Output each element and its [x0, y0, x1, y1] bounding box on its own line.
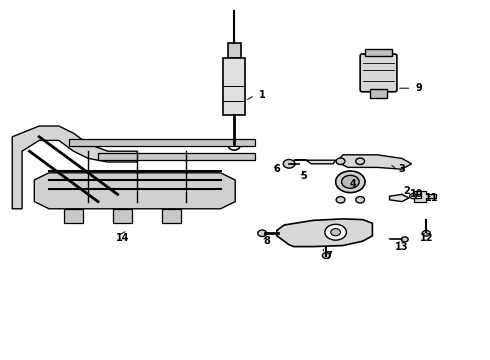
- Circle shape: [258, 230, 267, 237]
- Circle shape: [336, 158, 345, 165]
- Text: 8: 8: [264, 236, 270, 246]
- Polygon shape: [338, 155, 412, 169]
- Text: 5: 5: [300, 171, 307, 181]
- Polygon shape: [34, 173, 235, 209]
- Bar: [223, 58, 245, 115]
- Polygon shape: [277, 219, 372, 247]
- Polygon shape: [390, 194, 409, 202]
- Text: 1: 1: [259, 90, 266, 100]
- Circle shape: [283, 159, 295, 168]
- Text: 9: 9: [416, 83, 422, 93]
- Polygon shape: [64, 209, 83, 223]
- Text: 12: 12: [419, 233, 433, 243]
- Text: 3: 3: [398, 164, 405, 174]
- Text: 10: 10: [410, 189, 423, 199]
- Bar: [365, 49, 392, 56]
- Text: 7: 7: [325, 251, 332, 261]
- Polygon shape: [113, 209, 132, 223]
- Circle shape: [322, 253, 330, 258]
- Polygon shape: [69, 139, 255, 146]
- Polygon shape: [414, 191, 436, 202]
- Text: 6: 6: [273, 164, 280, 174]
- Circle shape: [342, 175, 359, 188]
- Circle shape: [410, 194, 416, 199]
- Circle shape: [325, 224, 346, 240]
- Circle shape: [401, 237, 408, 242]
- Text: 14: 14: [116, 233, 129, 243]
- Polygon shape: [162, 209, 181, 223]
- Circle shape: [336, 171, 365, 193]
- Text: 4: 4: [349, 179, 356, 189]
- Polygon shape: [12, 126, 137, 209]
- Circle shape: [336, 197, 345, 203]
- Polygon shape: [294, 160, 336, 164]
- Bar: [228, 43, 241, 58]
- Text: 13: 13: [395, 242, 409, 252]
- Circle shape: [356, 158, 365, 165]
- Text: 2: 2: [403, 186, 410, 196]
- Text: 11: 11: [424, 193, 438, 203]
- Circle shape: [422, 230, 430, 236]
- FancyBboxPatch shape: [360, 54, 397, 92]
- Circle shape: [356, 197, 365, 203]
- Circle shape: [331, 229, 341, 236]
- Polygon shape: [98, 153, 255, 160]
- Bar: [370, 89, 387, 98]
